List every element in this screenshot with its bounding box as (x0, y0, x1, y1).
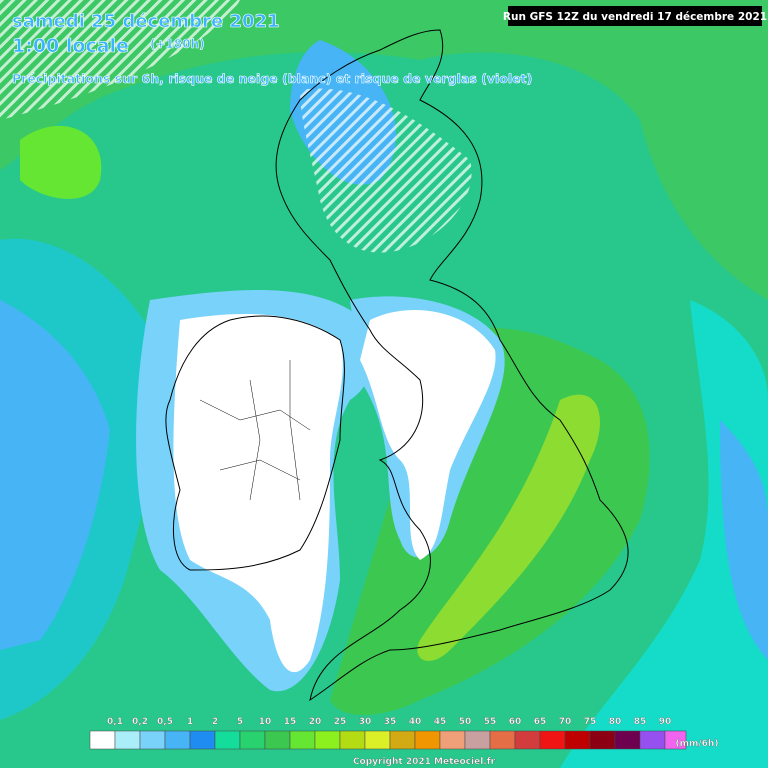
legend-unit: (mm/6h) (676, 739, 719, 749)
legend-swatch (139, 730, 166, 750)
legend-label: 25 (334, 717, 347, 727)
legend-swatch (514, 730, 541, 750)
legend-swatch (314, 730, 341, 750)
legend-swatch (89, 730, 116, 750)
legend-label: 0,5 (157, 717, 173, 727)
legend-swatch (189, 730, 216, 750)
legend-label: 90 (659, 717, 672, 727)
legend-label: 45 (434, 717, 447, 727)
legend-swatch (614, 730, 641, 750)
legend-label: 2 (212, 717, 218, 727)
legend-label: 40 (409, 717, 422, 727)
legend-swatch (389, 730, 416, 750)
legend-swatch (639, 730, 666, 750)
legend-swatch (214, 730, 241, 750)
legend-label: 20 (309, 717, 322, 727)
legend-label: 0,2 (132, 717, 148, 727)
legend-label: 10 (259, 717, 272, 727)
subtitle: Précipitations sur 6h, risque de neige (… (12, 71, 532, 86)
legend-swatch (239, 730, 266, 750)
legend-swatch (364, 730, 391, 750)
legend-swatch (564, 730, 591, 750)
legend-swatch (539, 730, 566, 750)
lead: (+180h) (150, 37, 205, 51)
copyright: Copyright 2021 Meteociel.fr (353, 757, 496, 767)
legend-swatch (489, 730, 516, 750)
legend: 0,1 0,2 0,5 1 2 5 10 15 20 25 30 35 40 45 50 55 60 65 70 75… (89, 717, 687, 750)
legend-label: 5 (237, 717, 243, 727)
legend-swatch (289, 730, 316, 750)
legend-swatch (264, 730, 291, 750)
legend-swatch (464, 730, 491, 750)
legend-label: 55 (484, 717, 497, 727)
legend-swatch (439, 730, 466, 750)
legend-label: 60 (509, 717, 522, 727)
time: 1:00 locale (12, 35, 129, 57)
legend-label: 1 (187, 717, 193, 727)
legend-label: 15 (284, 717, 297, 727)
legend-label: 80 (609, 717, 622, 727)
legend-label: 65 (534, 717, 547, 727)
legend-label: 85 (634, 717, 647, 727)
legend-label: 75 (584, 717, 597, 727)
run-box (508, 6, 762, 26)
legend-swatch (664, 730, 687, 750)
legend-label: 30 (359, 717, 372, 727)
legend-label: 70 (559, 717, 572, 727)
legend-swatch (164, 730, 191, 750)
legend-swatch (589, 730, 616, 750)
date: samedi 25 décembre 2021 (12, 11, 280, 32)
legend-swatch (339, 730, 366, 750)
legend-label: 35 (384, 717, 397, 727)
legend-swatch (414, 730, 441, 750)
legend-swatch (114, 730, 141, 750)
run-info: Run GFS 12Z du vendredi 17 décembre 2021 (503, 11, 767, 23)
legend-label: 0,1 (107, 717, 123, 727)
legend-label: 50 (459, 717, 472, 727)
coastlines (165, 29, 629, 702)
